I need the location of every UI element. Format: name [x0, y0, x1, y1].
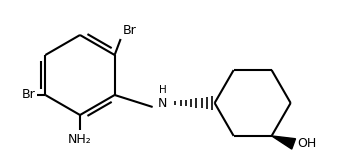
Text: Br: Br — [123, 24, 136, 37]
Text: N: N — [158, 97, 167, 109]
Text: OH: OH — [298, 137, 317, 150]
Polygon shape — [272, 136, 295, 149]
Text: NH₂: NH₂ — [68, 133, 92, 146]
Text: H: H — [159, 85, 166, 95]
Text: Br: Br — [22, 89, 35, 101]
